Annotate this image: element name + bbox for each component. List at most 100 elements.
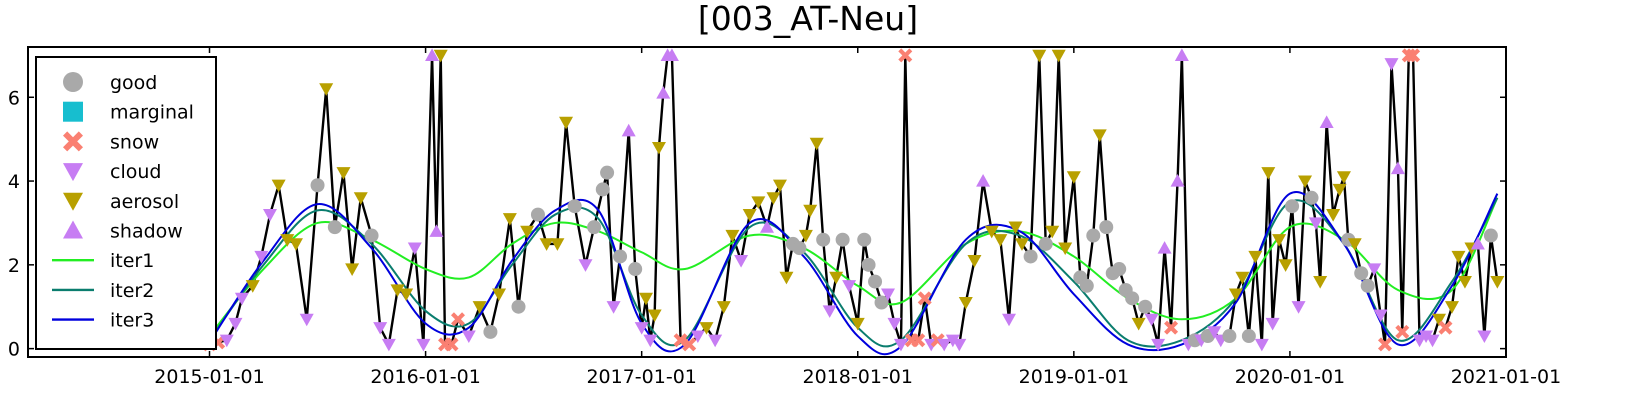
observation-point-cloud (634, 322, 649, 335)
chart-title: [003_AT-Neu] (698, 0, 918, 38)
observation-point-aerosol (742, 208, 757, 222)
observation-point-good (613, 249, 628, 264)
legend-label-good: good (110, 72, 157, 94)
observation-point-aerosol (550, 238, 565, 251)
observation-point-aerosol (699, 322, 714, 335)
observation-point-good (364, 228, 379, 243)
observation-point-snow (1164, 320, 1179, 335)
observation-point-aerosol (502, 213, 517, 226)
observation-point-good (1360, 278, 1375, 293)
observation-point-cloud (952, 338, 967, 352)
observation-point-cloud (1373, 309, 1388, 323)
observation-point-cloud (1002, 313, 1017, 327)
observation-point-aerosol (1058, 242, 1073, 256)
observation-point-aerosol (336, 167, 351, 180)
observation-point-good (874, 295, 889, 310)
observation-point-aerosol (1490, 275, 1505, 289)
observation-point-good (1099, 220, 1114, 235)
observation-point-cloud (219, 334, 234, 348)
observation-point-shadow (1170, 174, 1185, 187)
marginal-swatch (63, 101, 83, 122)
observation-point-cloud (381, 338, 396, 352)
observation-point-aerosol (1457, 275, 1472, 289)
observation-point-good (1222, 329, 1237, 344)
legend: good marginal snow cloud aerosol shadow iter1 i… (35, 56, 217, 350)
observation-point-cloud (887, 317, 902, 331)
observation-point-good (1125, 291, 1140, 306)
observation-point-good (857, 232, 872, 247)
observation-point-good (868, 274, 883, 289)
legend-label-iter1: iter1 (110, 250, 154, 272)
observation-point-aerosol (559, 116, 574, 130)
observation-point-shadow (656, 86, 671, 99)
x-tick-label: 2016-01-01 (370, 366, 480, 388)
observation-point-good (816, 232, 831, 247)
observation-point-cloud (461, 330, 476, 344)
observation-point-aerosol (245, 280, 260, 293)
observation-point-shadow (1470, 236, 1485, 250)
observation-point-aerosol (716, 301, 731, 314)
observation-point-snow (682, 337, 697, 352)
legend-label-marginal: marginal (110, 102, 194, 124)
observation-point-snow (451, 312, 466, 327)
observation-point-aerosol (1235, 271, 1250, 285)
observation-point-aerosol (1347, 238, 1362, 251)
legend-item-iter3: iter3 (52, 310, 154, 332)
observation-point-good (1483, 228, 1498, 243)
observation-point-cloud (254, 250, 269, 264)
observation-point-aerosol (647, 309, 662, 323)
observation-point-cloud (1477, 330, 1492, 344)
observation-point-good (1086, 228, 1101, 243)
legend-label-aerosol: aerosol (110, 191, 179, 213)
observation-point-cloud (881, 288, 896, 302)
observation-point-aerosol (638, 292, 653, 306)
observation-point-aerosol (1272, 234, 1287, 247)
observation-point-aerosol (1326, 208, 1341, 222)
observation-point-aerosol (1432, 313, 1447, 327)
observation-point-good (511, 299, 526, 314)
observation-point-cloud (1254, 338, 1269, 352)
observation-point-cloud (1412, 334, 1427, 348)
observation-point-cloud (893, 338, 908, 352)
observation-point-cloud (234, 292, 249, 306)
y-tick-label: 2 (8, 255, 20, 277)
snow-swatch (63, 131, 83, 152)
observation-point-good (595, 182, 610, 197)
observation-line (209, 54, 1499, 346)
observation-point-aerosol (766, 192, 781, 205)
legend-item-good: good (63, 72, 157, 94)
observation-point-cloud (416, 338, 431, 352)
observation-point-aerosol (271, 179, 286, 193)
observation-point-aerosol (967, 255, 982, 268)
observation-point-cloud (822, 305, 837, 318)
observation-point-cloud (1367, 263, 1382, 277)
legend-item-aerosol: aerosol (63, 191, 179, 213)
legend-label-iter3: iter3 (110, 310, 154, 332)
observation-point-cloud (299, 313, 314, 327)
observation-point-cloud (1291, 301, 1306, 314)
observation-point-aerosol (803, 204, 818, 218)
iter3-line (208, 190, 1499, 356)
observation-point-snow (911, 333, 926, 348)
observation-point-good (792, 241, 807, 256)
observation-point-cloud (1151, 338, 1166, 352)
observation-point-aerosol (1278, 259, 1293, 272)
observation-point-aerosol (1451, 250, 1466, 264)
y-tick-label: 6 (8, 87, 20, 109)
observation-point-aerosol (779, 271, 794, 285)
observation-point-aerosol (829, 271, 844, 285)
observation-point-cloud (1207, 326, 1222, 339)
observation-point-aerosol (1444, 301, 1459, 314)
x-tick-label: 2019-01-01 (1019, 366, 1129, 388)
observation-point-cloud (1265, 317, 1280, 331)
observation-point-aerosol (1014, 238, 1029, 251)
observation-point-snow (444, 337, 459, 352)
y-tick-label: 4 (8, 171, 20, 193)
observation-point-cloud (842, 280, 857, 293)
observation-point-aerosol (1045, 225, 1060, 239)
observation-point-aerosol (1298, 175, 1313, 189)
observation-point-cloud (945, 334, 960, 348)
observation-point-aerosol (1008, 221, 1023, 235)
observation-point-cloud (1144, 313, 1159, 327)
observation-point-good (1079, 278, 1094, 293)
